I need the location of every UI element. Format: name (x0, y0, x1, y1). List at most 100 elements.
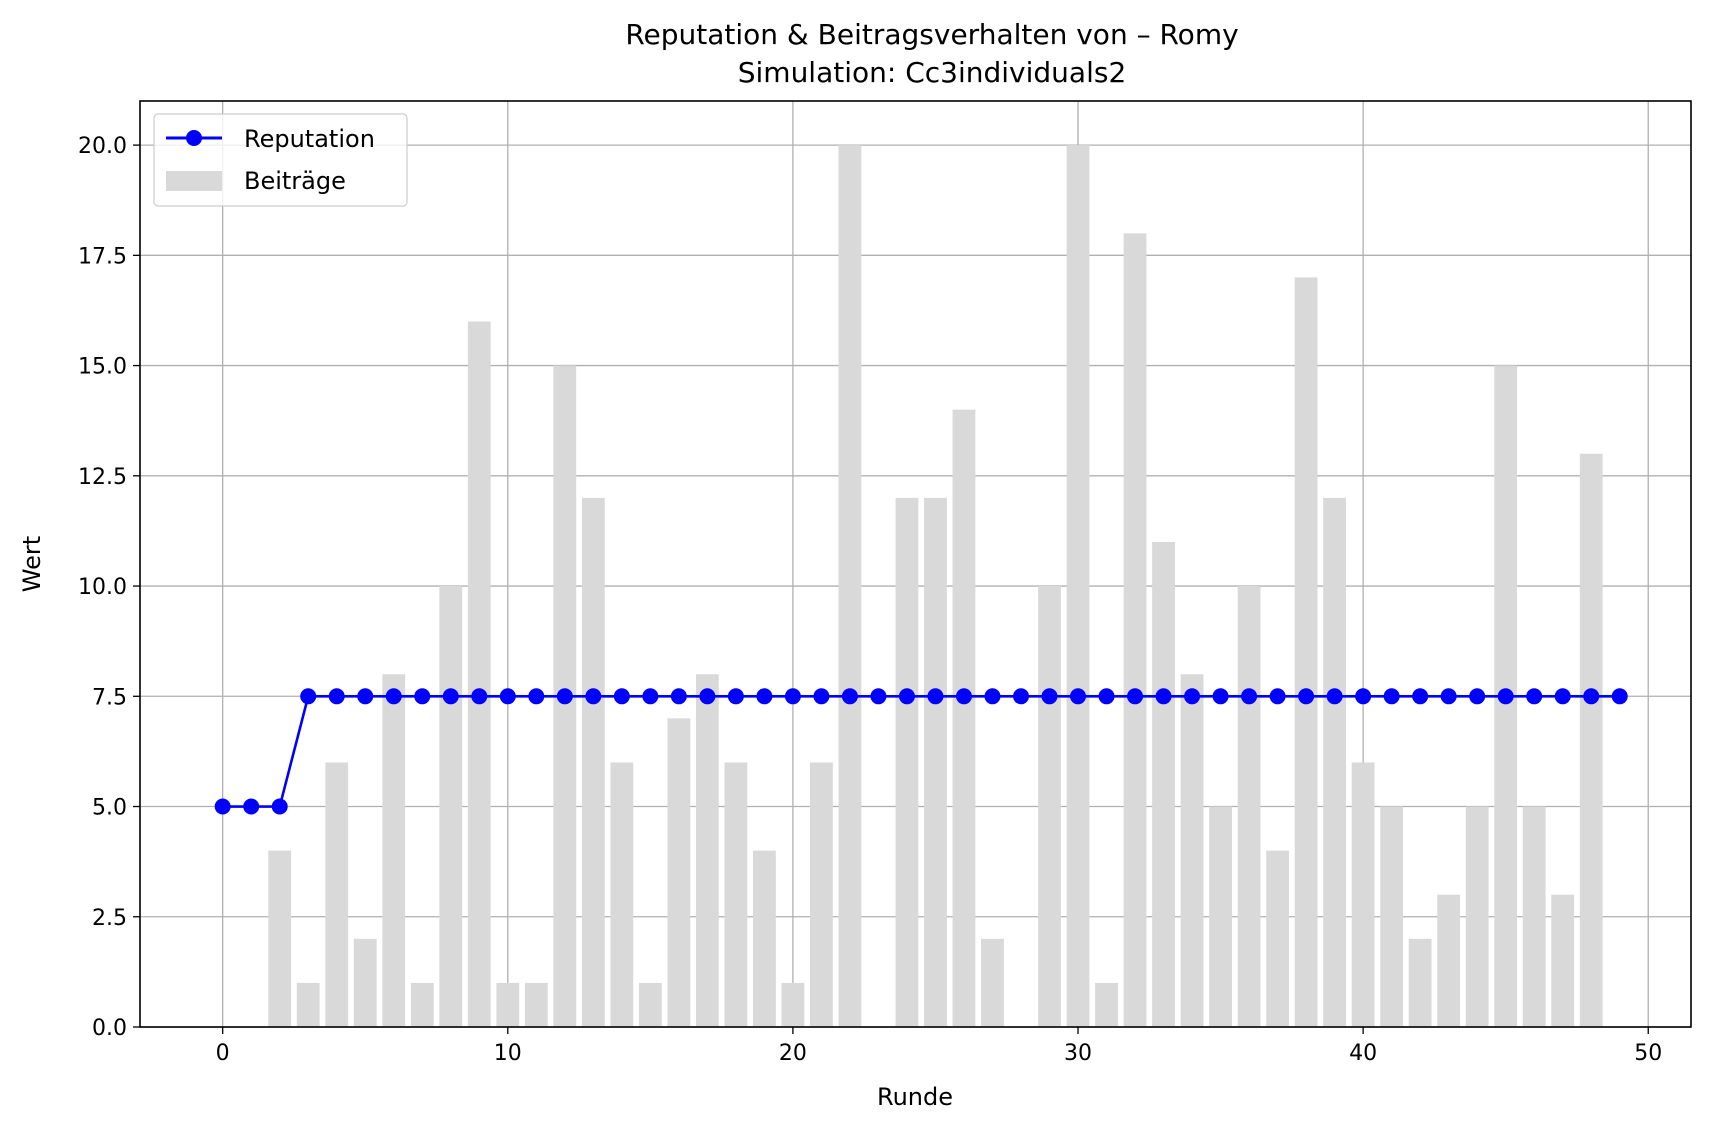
reputation-point (1469, 688, 1486, 705)
reputation-point (1355, 688, 1372, 705)
x-tick-label: 50 (1634, 1041, 1662, 1066)
y-tick-label: 15.0 (78, 355, 127, 380)
bar (1066, 145, 1090, 1028)
reputation-point (870, 688, 887, 705)
bar (353, 938, 377, 1027)
bar (1266, 850, 1289, 1027)
bar (496, 982, 520, 1027)
reputation-point (613, 688, 630, 705)
reputation-point (243, 798, 260, 815)
reputation-point (1098, 688, 1115, 705)
y-axis-label: Wert (18, 536, 46, 592)
reputation-point (556, 688, 573, 705)
bar (838, 145, 862, 1028)
bar (1209, 806, 1232, 1027)
bar (1579, 453, 1603, 1027)
reputation-point (499, 688, 516, 705)
bar (1551, 894, 1575, 1027)
bar (810, 762, 833, 1027)
reputation-point (1497, 688, 1514, 705)
reputation-point (585, 688, 602, 705)
reputation-point (1554, 688, 1571, 705)
bar (638, 982, 662, 1027)
reputation-point (1526, 688, 1543, 705)
reputation-point (1212, 688, 1229, 705)
bar (952, 409, 976, 1028)
bar (1180, 674, 1204, 1027)
bar (1351, 762, 1375, 1027)
reputation-point (385, 688, 402, 705)
x-tick-label: 20 (779, 1041, 807, 1066)
bar (296, 982, 320, 1027)
reputation-point (1269, 688, 1286, 705)
y-tick-label: 2.5 (92, 906, 127, 931)
y-tick-label: 0.0 (92, 1016, 127, 1041)
bar (1038, 586, 1061, 1027)
reputation-point (813, 688, 830, 705)
bar (467, 321, 491, 1027)
bar (382, 674, 406, 1027)
reputation-point (756, 688, 773, 705)
bar (439, 586, 463, 1027)
x-tick-label: 30 (1064, 1041, 1092, 1066)
plot-frame (139, 100, 1692, 1028)
legend-swatch-beitraege (166, 171, 222, 191)
reputation-point (1041, 688, 1058, 705)
legend-marker-reputation (186, 130, 202, 146)
legend-label-reputation: Reputation (244, 125, 375, 153)
reputation-point (1155, 688, 1172, 705)
bar (1323, 497, 1347, 1027)
reputation-point (670, 688, 687, 705)
reputation-point (1412, 688, 1429, 705)
bar (268, 850, 292, 1027)
y-tick-label: 12.5 (78, 465, 127, 490)
x-tick-label: 10 (494, 1041, 522, 1066)
reputation-point (1070, 688, 1087, 705)
bar (325, 762, 349, 1027)
bar (610, 762, 634, 1027)
reputation-point (1298, 688, 1315, 705)
reputation-point (1583, 688, 1600, 705)
reputation-point (898, 688, 915, 705)
x-tick-label: 40 (1349, 1041, 1377, 1066)
reputation-point (984, 688, 1001, 705)
bar (1522, 806, 1546, 1027)
bar (752, 850, 776, 1027)
reputation-point (1611, 688, 1628, 705)
reputation-point (442, 688, 459, 705)
reputation-point (784, 688, 801, 705)
bar (1465, 806, 1489, 1027)
reputation-point (841, 688, 858, 705)
y-tick-label: 10.0 (78, 575, 127, 600)
bar (1380, 806, 1404, 1027)
bar (1152, 541, 1175, 1027)
chart-title: Reputation & Beitragsverhalten von – Rom… (625, 18, 1238, 51)
line-series (214, 688, 1628, 815)
bar (1123, 233, 1147, 1028)
reputation-point (927, 688, 944, 705)
y-tick-label: 7.5 (92, 685, 127, 710)
reputation-point (727, 688, 744, 705)
reputation-point (699, 688, 716, 705)
bar (524, 982, 548, 1027)
reputation-point (328, 688, 345, 705)
reputation-point (214, 798, 231, 815)
y-tick-label: 5.0 (92, 796, 127, 821)
reputation-point (271, 798, 288, 815)
bar (924, 497, 947, 1027)
reputation-point (1241, 688, 1258, 705)
bar (895, 497, 919, 1027)
bar (981, 938, 1004, 1027)
reputation-point (414, 688, 431, 705)
bar (667, 718, 691, 1027)
reputation-point (1326, 688, 1343, 705)
x-tick-label: 0 (216, 1041, 230, 1066)
bar (581, 497, 605, 1027)
bar (410, 982, 434, 1027)
reputation-point (955, 688, 972, 705)
bar (724, 762, 748, 1027)
bar (695, 674, 719, 1027)
bar (1237, 586, 1261, 1027)
bar (1294, 277, 1318, 1027)
